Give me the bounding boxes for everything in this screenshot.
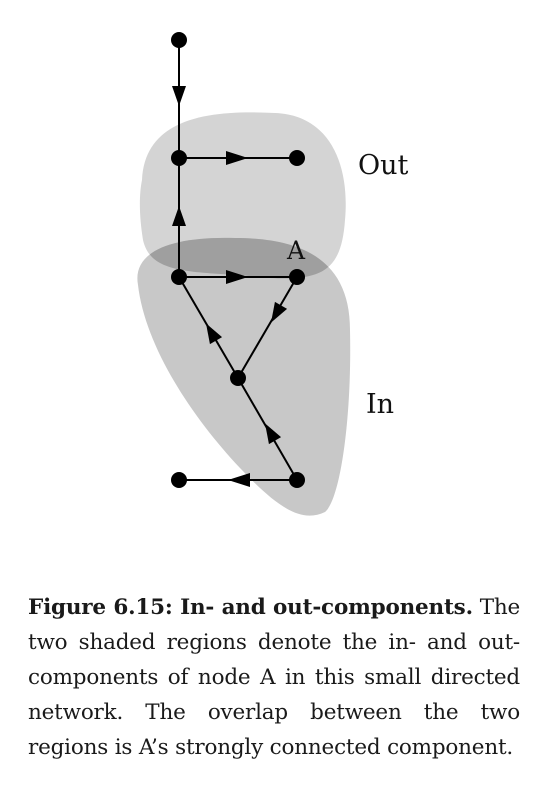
arrowhead-center-to-a-left [206,323,223,345]
node-bottom-right [289,472,305,488]
node-a-label: A [286,236,306,265]
node-a [289,269,305,285]
caption-title: Figure 6.15: In- and out-components. [28,595,473,620]
arrowhead-bottom-to-center [265,423,282,445]
arrowhead-a-to-center [271,301,288,323]
node-center [230,370,246,386]
arrowhead-right-top [226,151,248,165]
node-a-left [171,269,187,285]
network-diagram: Out In A [137,32,409,516]
caption-body: The two shaded regions denote the in- an… [28,595,520,760]
in-label: In [366,389,394,420]
arrowhead-down [172,86,186,106]
node-junction [171,150,187,166]
node-top [171,32,187,48]
node-out [289,150,305,166]
arrowhead-up [172,206,186,226]
node-bottom-left [171,472,187,488]
figure-caption: Figure 6.15: In- and out-components. The… [28,590,520,765]
edge-a-to-center [237,276,298,379]
arrowhead-right-middle [226,270,248,284]
arrowhead-left-bottom [228,473,250,487]
out-label: Out [358,150,409,181]
